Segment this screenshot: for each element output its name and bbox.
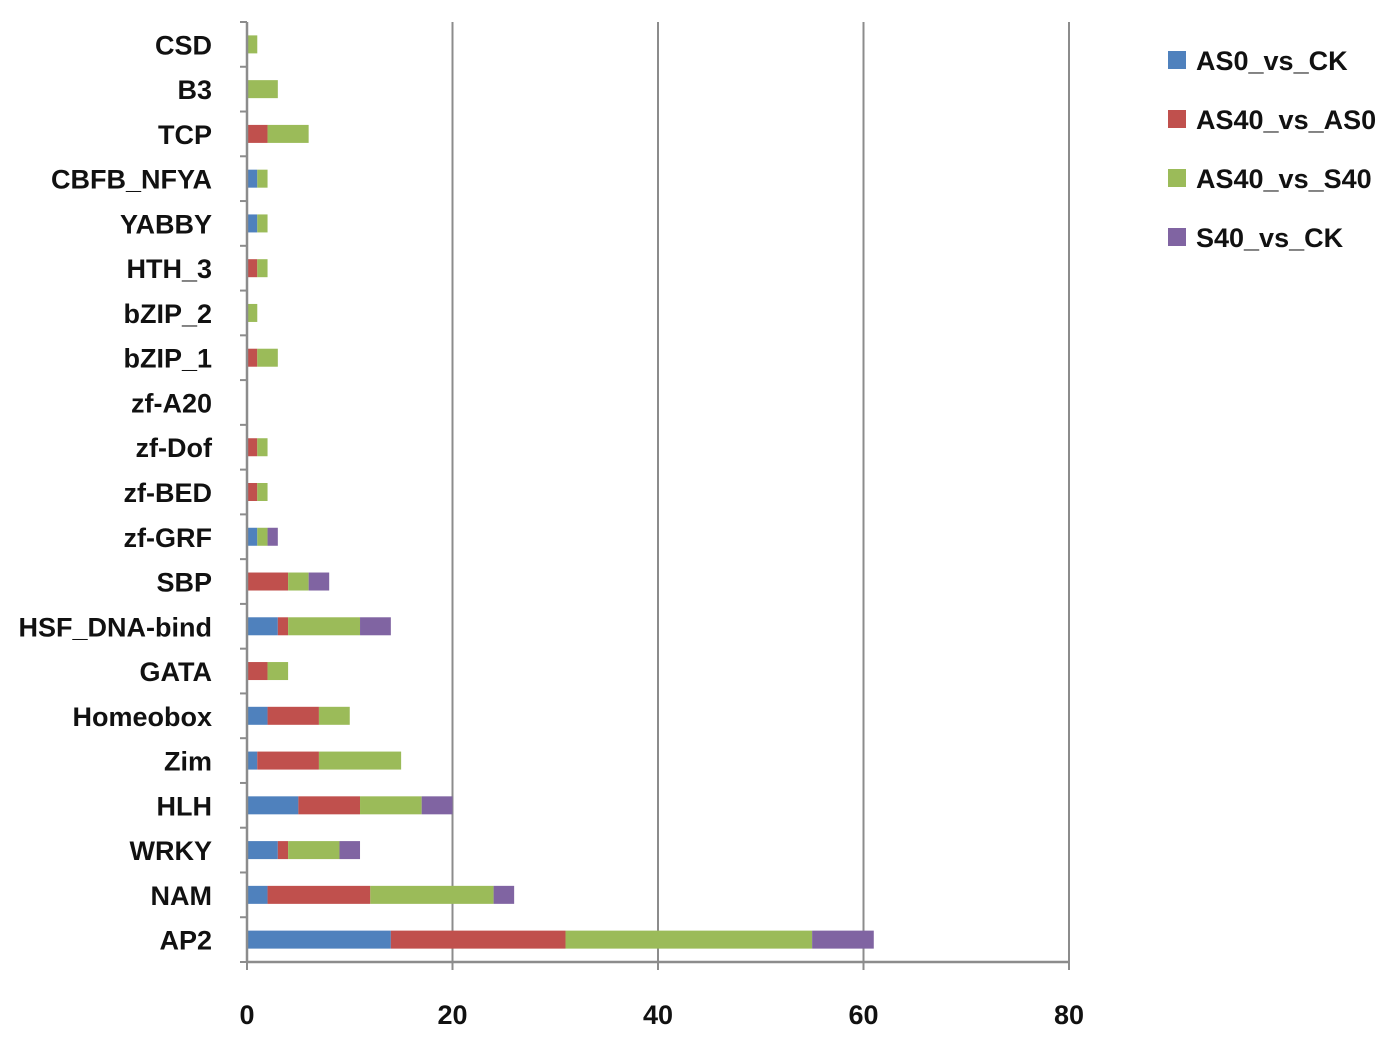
- category-label: zf-GRF: [124, 523, 212, 553]
- bar-segment-AS40_vs_AS0-AP2: [390, 930, 566, 949]
- category-label: NAM: [151, 881, 213, 911]
- bar-segment-AS0_vs_CK-WRKY: [247, 841, 278, 860]
- bar-segment-AS0_vs_CK-NAM: [247, 885, 268, 904]
- bar-segment-AS0_vs_CK-zf-GRF: [247, 527, 258, 546]
- bar-segment-AS40_vs_S40-bZIP_2: [247, 303, 258, 322]
- bar-segment-AS40_vs_S40-HTH_3: [257, 259, 268, 278]
- category-label: bZIP_2: [123, 299, 212, 329]
- category-label: HSF_DNA-bind: [19, 612, 212, 642]
- x-tick-labels: 0 20 40 60 80: [239, 1000, 1084, 1030]
- bar-segment-AS0_vs_CK-Homeobox: [247, 706, 268, 725]
- legend-label: AS40_vs_AS0: [1196, 105, 1376, 135]
- legend-swatch-AS40_vs_AS0: [1168, 110, 1186, 128]
- x-tick-label: 0: [239, 1000, 254, 1030]
- bar-segment-AS40_vs_AS0-HSF_DNA-bind: [277, 617, 289, 636]
- category-label: CSD: [155, 30, 212, 60]
- x-tick-label: 20: [437, 1000, 467, 1030]
- bar-segment-AS40_vs_S40-Homeobox: [318, 706, 350, 725]
- bar-segment-AS40_vs_AS0-WRKY: [277, 841, 289, 860]
- bars-layer: [247, 35, 874, 949]
- bar-segment-AS0_vs_CK-HLH: [247, 796, 299, 815]
- x-tick-label: 80: [1054, 1000, 1084, 1030]
- bar-segment-AS40_vs_S40-Zim: [318, 751, 402, 770]
- bar-segment-AS40_vs_S40-SBP: [288, 572, 309, 591]
- category-label: zf-A20: [131, 388, 212, 418]
- bar-segment-AS40_vs_AS0-Homeobox: [267, 706, 319, 725]
- category-label: Homeobox: [72, 702, 212, 732]
- bar-segment-S40_vs_CK-WRKY: [339, 841, 361, 860]
- category-label: AP2: [159, 926, 212, 956]
- bar-segment-AS0_vs_CK-AP2: [247, 930, 391, 949]
- legend-swatch-S40_vs_CK: [1168, 228, 1186, 246]
- legend-swatch-AS40_vs_S40: [1168, 169, 1186, 187]
- category-label: YABBY: [120, 209, 212, 239]
- bar-segment-AS40_vs_AS0-bZIP_1: [247, 348, 258, 367]
- bar-segment-AS40_vs_AS0-GATA: [247, 662, 268, 681]
- bar-segment-AS40_vs_S40-bZIP_1: [257, 348, 278, 367]
- bar-segment-AS40_vs_S40-GATA: [267, 662, 289, 681]
- legend: AS0_vs_CK AS40_vs_AS0 AS40_vs_S40 S40_vs_CK: [1168, 46, 1376, 253]
- bar-segment-AS0_vs_CK-HSF_DNA-bind: [247, 617, 278, 636]
- bar-segment-AS40_vs_S40-TCP: [267, 124, 309, 143]
- category-label: zf-BED: [124, 478, 213, 508]
- bar-segment-AS40_vs_S40-CSD: [247, 35, 258, 54]
- legend-label: S40_vs_CK: [1196, 223, 1344, 253]
- category-label: B3: [177, 75, 212, 105]
- bar-segment-AS40_vs_S40-YABBY: [257, 214, 268, 233]
- bar-segment-AS40_vs_S40-AP2: [565, 930, 813, 949]
- bar-segment-AS40_vs_S40-HSF_DNA-bind: [288, 617, 361, 636]
- category-label: HTH_3: [126, 254, 212, 284]
- bar-segment-AS40_vs_AS0-HLH: [298, 796, 361, 815]
- category-label: TCP: [158, 120, 212, 150]
- category-label: bZIP_1: [123, 344, 212, 374]
- legend-label: AS0_vs_CK: [1196, 46, 1348, 76]
- category-label: zf-Dof: [136, 433, 213, 463]
- bar-segment-AS40_vs_S40-zf-GRF: [257, 527, 268, 546]
- category-label: WRKY: [130, 836, 213, 866]
- legend-label: AS40_vs_S40: [1196, 164, 1372, 194]
- x-tick-label: 60: [848, 1000, 878, 1030]
- category-label: GATA: [140, 657, 212, 687]
- bar-segment-AS40_vs_AS0-SBP: [247, 572, 289, 591]
- bar-segment-S40_vs_CK-HSF_DNA-bind: [360, 617, 391, 636]
- bar-segment-S40_vs_CK-NAM: [493, 885, 515, 904]
- bar-segment-S40_vs_CK-AP2: [812, 930, 874, 949]
- category-label: SBP: [156, 568, 212, 598]
- bar-segment-S40_vs_CK-HLH: [421, 796, 453, 815]
- grid-layer: [451, 22, 1070, 962]
- bar-segment-AS40_vs_S40-B3: [247, 80, 278, 99]
- bar-segment-AS40_vs_S40-zf-Dof: [257, 438, 268, 457]
- bar-segment-AS40_vs_S40-NAM: [370, 885, 494, 904]
- bar-segment-AS0_vs_CK-Zim: [247, 751, 258, 770]
- category-label: Zim: [164, 747, 212, 777]
- bar-segment-AS40_vs_S40-HLH: [360, 796, 422, 815]
- category-label: HLH: [157, 791, 213, 821]
- bar-segment-AS40_vs_AS0-TCP: [247, 124, 268, 143]
- axis-layer: [240, 21, 1070, 970]
- bar-segment-AS0_vs_CK-YABBY: [247, 214, 258, 233]
- bar-segment-AS40_vs_S40-CBFB_NFYA: [257, 169, 268, 188]
- bar-segment-AS40_vs_AS0-zf-Dof: [247, 438, 258, 457]
- bar-segment-S40_vs_CK-zf-GRF: [267, 527, 278, 546]
- x-tick-label: 40: [643, 1000, 673, 1030]
- bar-segment-AS40_vs_AS0-zf-BED: [247, 483, 258, 501]
- bar-segment-S40_vs_CK-SBP: [308, 572, 330, 591]
- legend-swatch-AS0_vs_CK: [1168, 51, 1186, 69]
- category-labels: AP2 NAM WRKY HLH Zim Homeobox GATA HSF_DNA-bind…: [19, 30, 213, 955]
- bar-segment-AS40_vs_AS0-Zim: [257, 751, 319, 770]
- bar-segment-AS40_vs_S40-WRKY: [288, 841, 340, 860]
- bar-segment-AS40_vs_AS0-HTH_3: [247, 259, 258, 278]
- bar-segment-AS40_vs_AS0-NAM: [267, 885, 371, 904]
- category-label: CBFB_NFYA: [51, 165, 212, 195]
- bar-segment-AS40_vs_S40-zf-BED: [257, 483, 268, 501]
- bar-segment-AS0_vs_CK-CBFB_NFYA: [247, 169, 258, 188]
